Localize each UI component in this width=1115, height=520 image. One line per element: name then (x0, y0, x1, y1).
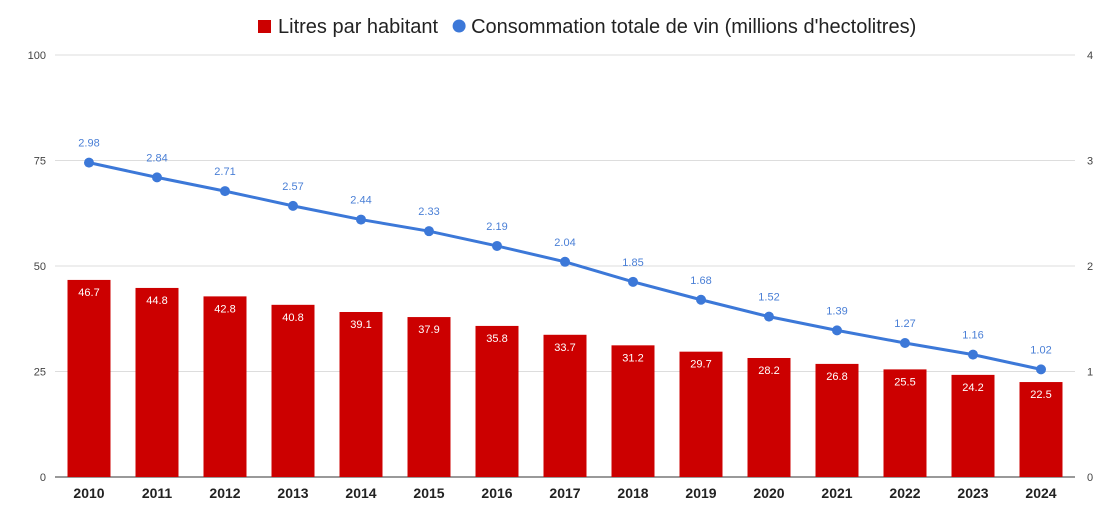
line-data-label: 1.68 (690, 275, 711, 287)
bar-data-label: 31.2 (622, 352, 643, 364)
line-data-label: 2.04 (554, 237, 575, 249)
legend-swatch-bar (258, 20, 271, 33)
x-axis-tick-label: 2019 (685, 485, 716, 501)
legend: Litres par habitant Consommation totale d… (258, 16, 916, 38)
line-data-label: 2.19 (486, 221, 507, 233)
bar-data-label: 29.7 (690, 359, 711, 371)
bar-data-label: 35.8 (486, 333, 507, 345)
line-point (968, 349, 978, 360)
line-series: 2.98 2.84 2.71 2.57 2.44 2.33 2.19 2.04 1.85 1.68… (78, 138, 1052, 375)
line-point (492, 240, 502, 251)
legend-label-line: Consommation totale de vin (millions d'h… (471, 16, 916, 38)
right-axis-tick-label: 3 (1087, 156, 1093, 168)
bar (135, 287, 179, 477)
bar (679, 351, 723, 477)
bar (543, 334, 587, 477)
line-point (288, 200, 298, 211)
line-data-label: 1.52 (758, 292, 779, 304)
x-axis-tick-label: 2011 (142, 485, 173, 501)
bar-data-label: 44.8 (146, 295, 167, 307)
line-point (356, 214, 366, 225)
bar (339, 311, 383, 477)
bar-data-label: 46.7 (78, 287, 99, 299)
line-point (152, 172, 162, 183)
bar (407, 317, 451, 477)
bar (67, 279, 111, 477)
line-point (424, 226, 434, 237)
bar-data-label: 40.8 (282, 312, 303, 324)
line-data-label: 1.02 (1030, 344, 1051, 356)
x-axis-tick-label: 2021 (821, 485, 852, 501)
x-axis-tick-label: 2023 (957, 485, 988, 501)
left-axis-tick-label: 50 (34, 261, 46, 273)
left-axis-tick-label: 25 (34, 367, 46, 379)
line-point (628, 276, 638, 287)
line-point (220, 186, 230, 197)
line-data-label: 2.33 (418, 206, 439, 218)
left-axis-tick-label: 0 (40, 472, 46, 484)
line-point (84, 157, 94, 168)
bar (747, 357, 791, 477)
right-axis-tick-label: 4 (1087, 50, 1093, 62)
line-point (560, 256, 570, 267)
x-axis-tick-label: 2012 (209, 485, 240, 501)
bar-data-label: 37.9 (418, 324, 439, 336)
bar-data-label: 39.1 (350, 319, 371, 331)
legend-label-bar: Litres par habitant (278, 16, 439, 38)
line-point (1036, 364, 1046, 375)
x-axis-tick-label: 2020 (753, 485, 784, 501)
bar-data-label: 22.5 (1030, 389, 1051, 401)
line-data-label: 1.85 (622, 257, 643, 269)
bar (883, 369, 927, 477)
x-axis-tick-label: 2015 (413, 485, 444, 501)
line-data-label: 2.84 (146, 152, 167, 164)
line-data-label: 2.71 (214, 166, 235, 178)
bar-data-label: 42.8 (214, 303, 235, 315)
bar-data-label: 26.8 (826, 371, 847, 383)
left-axis: 0 25 50 75 100 (28, 50, 46, 484)
right-axis-tick-label: 2 (1087, 261, 1093, 273)
x-axis-tick-label: 2024 (1025, 485, 1056, 501)
x-axis-tick-label: 2022 (889, 485, 920, 501)
left-axis-tick-label: 75 (34, 156, 46, 168)
x-axis-tick-label: 2018 (617, 485, 648, 501)
x-axis-tick-label: 2016 (481, 485, 512, 501)
bar (611, 345, 655, 477)
bar (1019, 382, 1063, 477)
line-point (764, 311, 774, 322)
line-data-label: 1.27 (894, 318, 915, 330)
line-point (832, 325, 842, 336)
bar (203, 296, 247, 477)
right-axis-tick-label: 1 (1087, 367, 1093, 379)
line-point (696, 294, 706, 305)
bar (815, 363, 859, 477)
line-point (900, 338, 910, 349)
bar-series: 46.7 44.8 42.8 40.8 39.1 37.9 35.8 33.7 31.2 29.7… (67, 279, 1063, 477)
x-axis-tick-label: 2014 (345, 485, 376, 501)
bar-data-label: 33.7 (554, 342, 575, 354)
bar-data-label: 28.2 (758, 365, 779, 377)
right-axis: 0 1 2 3 4 (1087, 50, 1093, 484)
line-data-label: 1.16 (962, 330, 983, 342)
legend-swatch-line (452, 19, 466, 33)
bar (951, 374, 995, 477)
line-data-label: 1.39 (826, 305, 847, 317)
x-axis-tick-label: 2013 (277, 485, 308, 501)
left-axis-tick-label: 100 (28, 50, 46, 62)
x-axis: 2010 2011 2012 2013 2014 2015 2016 2017 2018 2019… (73, 485, 1056, 501)
bar (271, 304, 315, 477)
bar-data-label: 24.2 (962, 382, 983, 394)
right-axis-tick-label: 0 (1087, 472, 1093, 484)
x-axis-tick-label: 2010 (73, 485, 104, 501)
bar-data-label: 25.5 (894, 376, 915, 388)
x-axis-tick-label: 2017 (549, 485, 580, 501)
line-data-label: 2.98 (78, 138, 99, 150)
bar (475, 325, 519, 477)
line-data-label: 2.57 (282, 181, 303, 193)
line-data-label: 2.44 (350, 195, 371, 207)
